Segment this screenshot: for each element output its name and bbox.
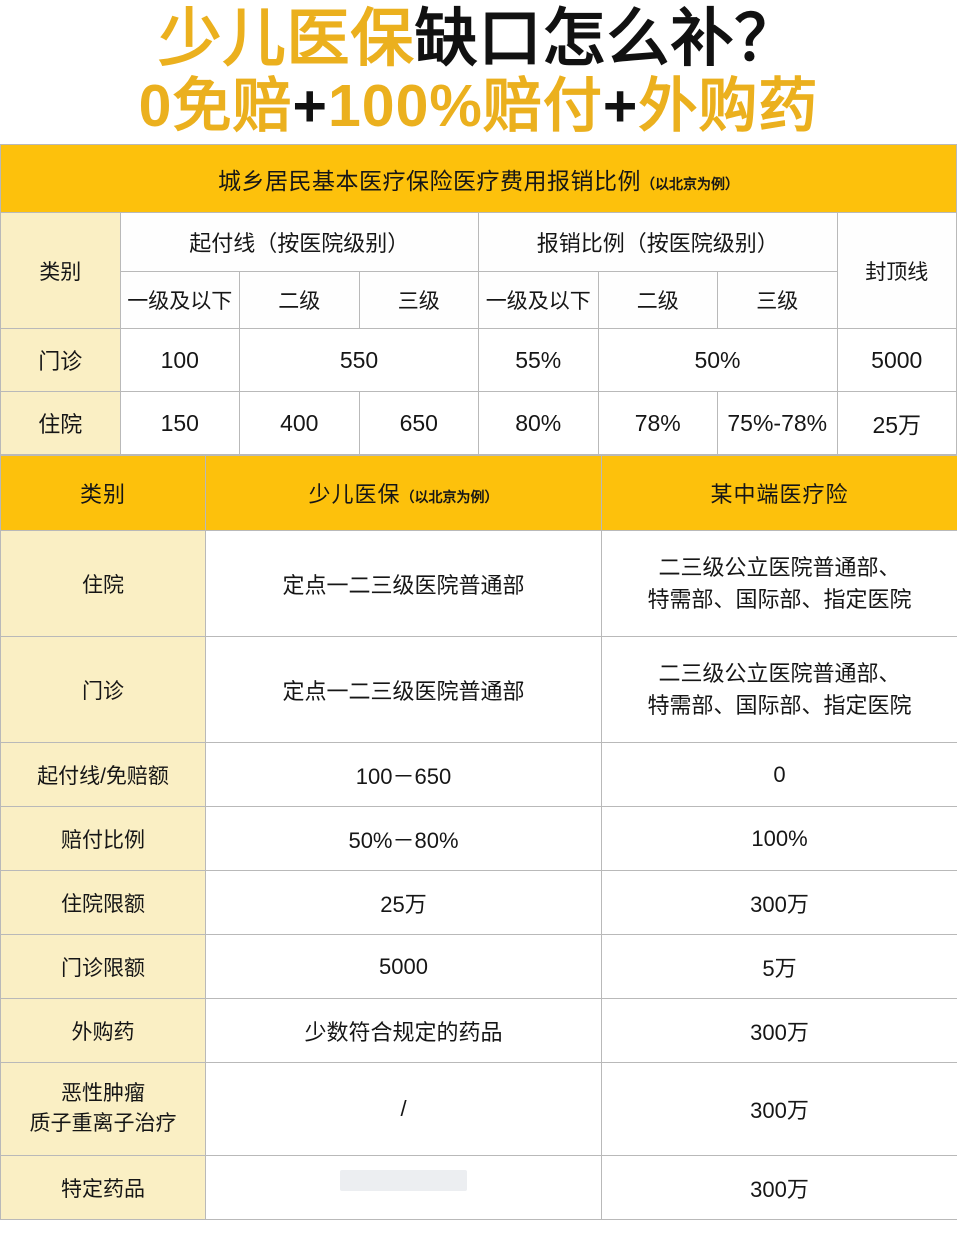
- headline-benefit-3: 外购药: [638, 73, 819, 140]
- table1-group-header-row: 类别 起付线（按医院级别） 报销比例（按医院级别） 封顶线: [0, 212, 957, 330]
- table-row: 住院 150 400 650 80% 78% 75%-78% 25万: [0, 391, 957, 456]
- comparison-label-specific-drugs: 特定药品: [0, 1155, 206, 1221]
- comparison-inpatient-plan-b-line2: 特需部、国际部、指定医院: [647, 586, 912, 612]
- comparison-header-category: 类别: [0, 455, 206, 532]
- table1-banner-subtitle: （以北京为例）: [641, 175, 739, 192]
- comparison-outpatient-plan-b-line2: 特需部、国际部、指定医院: [647, 692, 912, 718]
- comparison-label-proton-therapy: 恶性肿瘤 质子重离子治疗: [0, 1062, 206, 1157]
- table1-banner-row: 城乡居民基本医疗保险医疗费用报销比例（以北京为例）: [0, 144, 957, 214]
- comparison-outpatient-plan-b: 二三级公立医院普通部、 特需部、国际部、指定医院: [601, 636, 957, 744]
- table1-outpatient-cap: 5000: [836, 328, 957, 393]
- table1-reimburse-level-1: 一级及以下: [478, 271, 599, 330]
- table-row: 恶性肿瘤 质子重离子治疗 / 300万: [0, 1062, 957, 1157]
- comparison-outpatient-limit-plan-b: 5万: [601, 934, 957, 1000]
- comparison-deductible-plan-b: 0: [601, 742, 957, 808]
- comparison-label-external-drugs: 外购药: [0, 998, 206, 1064]
- table1-reimburse-level-2: 二级: [597, 271, 718, 330]
- table-row: 住院限额 25万 300万: [0, 870, 957, 936]
- table1-cap-header: 封顶线: [836, 212, 957, 330]
- comparison-header-plan-a-note: （以北京为例）: [400, 489, 499, 506]
- table-row: 赔付比例 50%－80% 100%: [0, 806, 957, 872]
- headline-line-1-rest: 缺口怎么补？: [414, 4, 799, 74]
- table1-group-reimburse: 报销比例（按医院级别）: [478, 212, 838, 273]
- basic-insurance-table-wrap: 城乡居民基本医疗保险医疗费用报销比例（以北京为例） 类别 起付线（按医院级别） …: [0, 144, 957, 456]
- table1-outpatient-reimburse-l23: 50%: [597, 328, 838, 393]
- headline-block: 少儿医保缺口怎么补？ 0免赔+100%赔付+外购药: [0, 0, 957, 140]
- table1-group-deductible: 起付线（按医院级别）: [119, 212, 479, 273]
- comparison-header-plan-b: 某中端医疗险: [601, 455, 957, 532]
- headline-benefit-2: 100%赔付: [327, 73, 603, 140]
- table1-outpatient-reimburse-l1: 55%: [478, 328, 599, 393]
- comparison-label-proton-therapy-line2: 质子重离子治疗: [29, 1112, 177, 1136]
- comparison-specific-drugs-plan-a: [205, 1155, 602, 1221]
- headline-line-1: 少儿医保缺口怎么补？: [0, 6, 957, 72]
- table1-inpatient-reimburse-l1: 80%: [478, 391, 599, 456]
- table1-row-label-inpatient: 住院: [0, 391, 121, 456]
- table1-outpatient-deductible-l23: 550: [239, 328, 479, 393]
- comparison-proton-therapy-plan-a: /: [205, 1062, 602, 1157]
- table1-banner-cell: 城乡居民基本医疗保险医疗费用报销比例（以北京为例）: [0, 144, 957, 214]
- basic-insurance-table: 城乡居民基本医疗保险医疗费用报销比例（以北京为例） 类别 起付线（按医院级别） …: [0, 144, 957, 456]
- comparison-outpatient-plan-a: 定点一二三级医院普通部: [205, 636, 602, 744]
- comparison-inpatient-plan-b: 二三级公立医院普通部、 特需部、国际部、指定医院: [601, 530, 957, 638]
- comparison-deductible-plan-a: 100－650: [205, 742, 602, 808]
- table1-deductible-level-1: 一级及以下: [119, 271, 240, 330]
- comparison-proton-therapy-plan-b: 300万: [601, 1062, 957, 1157]
- comparison-label-payout-ratio: 赔付比例: [0, 806, 206, 872]
- table-row: 门诊 100 550 55% 50% 5000: [0, 328, 957, 393]
- headline-line-1-highlight: 少儿医保: [158, 4, 415, 74]
- headline-benefit-1: 0免赔: [138, 73, 293, 140]
- table-row: 起付线/免赔额 100－650 0: [0, 742, 957, 808]
- comparison-inpatient-limit-plan-a: 25万: [205, 870, 602, 936]
- comparison-external-drugs-plan-b: 300万: [601, 998, 957, 1064]
- table1-level-header-row: 一级及以下 二级 三级 一级及以下 二级 三级: [1, 271, 957, 330]
- comparison-label-outpatient: 门诊: [0, 636, 206, 744]
- comparison-payout-ratio-plan-a: 50%－80%: [205, 806, 602, 872]
- comparison-inpatient-limit-plan-b: 300万: [601, 870, 957, 936]
- comparison-table: 类别 少儿医保（以北京为例） 某中端医疗险 住院 定点一二三级医院普通部 二三级…: [0, 455, 957, 1221]
- table-row: 外购药 少数符合规定的药品 300万: [0, 998, 957, 1064]
- comparison-payout-ratio-plan-b: 100%: [601, 806, 957, 872]
- comparison-specific-drugs-plan-b: 300万: [601, 1155, 957, 1221]
- headline-plus-1: +: [292, 73, 328, 140]
- table-row: 住院 定点一二三级医院普通部 二三级公立医院普通部、 特需部、国际部、指定医院: [0, 530, 957, 638]
- comparison-header-plan-a-name: 少儿医保: [308, 482, 401, 508]
- table1-inpatient-cap: 25万: [836, 391, 957, 456]
- table1-reimburse-level-3: 三级: [717, 271, 838, 330]
- table1-deductible-level-3: 三级: [358, 271, 479, 330]
- comparison-label-outpatient-limit: 门诊限额: [0, 934, 206, 1000]
- comparison-label-inpatient-limit: 住院限额: [0, 870, 206, 936]
- table1-inpatient-deductible-l3: 650: [358, 391, 479, 456]
- table-row: 门诊限额 5000 5万: [0, 934, 957, 1000]
- comparison-outpatient-plan-b-line1: 二三级公立医院普通部、: [658, 661, 901, 687]
- comparison-header-row: 类别 少儿医保（以北京为例） 某中端医疗险: [0, 455, 957, 532]
- comparison-inpatient-plan-b-line1: 二三级公立医院普通部、: [658, 555, 901, 581]
- table1-inpatient-deductible-l1: 150: [119, 391, 240, 456]
- table1-banner-title: 城乡居民基本医疗保险医疗费用报销比例: [218, 167, 641, 194]
- headline-plus-2: +: [602, 73, 639, 140]
- table1-category-header: 类别: [0, 212, 121, 330]
- headline-line-2: 0免赔+100%赔付+外购药: [0, 73, 957, 140]
- comparison-outpatient-limit-plan-a: 5000: [205, 934, 602, 1000]
- table-row: 门诊 定点一二三级医院普通部 二三级公立医院普通部、 特需部、国际部、指定医院: [0, 636, 957, 744]
- comparison-label-proton-therapy-line1: 恶性肿瘤: [61, 1082, 145, 1106]
- table1-outpatient-deductible-l1: 100: [119, 328, 240, 393]
- comparison-label-deductible: 起付线/免赔额: [0, 742, 206, 808]
- comparison-external-drugs-plan-a: 少数符合规定的药品: [205, 998, 602, 1064]
- comparison-header-plan-a: 少儿医保（以北京为例）: [205, 455, 602, 532]
- table1-deductible-level-2: 二级: [239, 271, 360, 330]
- comparison-table-wrap: 类别 少儿医保（以北京为例） 某中端医疗险 住院 定点一二三级医院普通部 二三级…: [0, 455, 957, 1221]
- table1-inpatient-reimburse-l3: 75%-78%: [717, 391, 838, 456]
- table1-row-label-outpatient: 门诊: [0, 328, 121, 393]
- comparison-label-inpatient: 住院: [0, 530, 206, 638]
- table-row: 特定药品 300万: [0, 1155, 957, 1221]
- table1-inpatient-reimburse-l2: 78%: [597, 391, 718, 456]
- comparison-inpatient-plan-a: 定点一二三级医院普通部: [205, 530, 602, 638]
- table1-inpatient-deductible-l2: 400: [239, 391, 360, 456]
